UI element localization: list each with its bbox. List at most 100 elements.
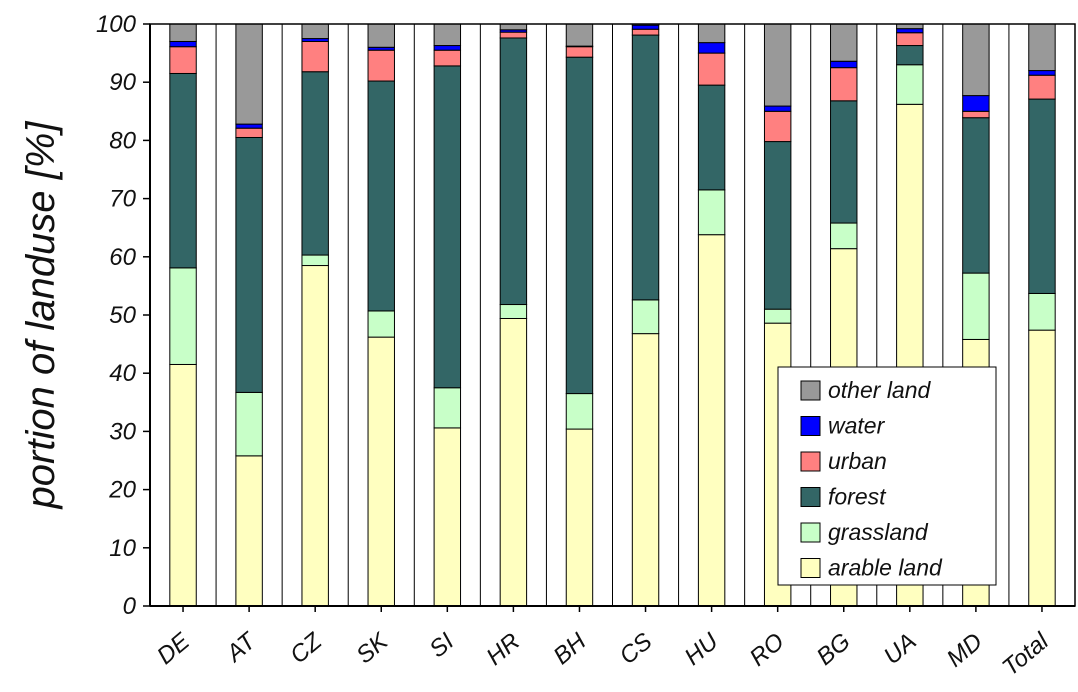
bar-segment-other-land-ro [763, 23, 792, 107]
bar-segment-water-total [1028, 70, 1056, 76]
x-tick-label-cs: CS [614, 628, 657, 670]
bar-segment-forest-sk [367, 80, 395, 312]
bar-segment-water-ro [763, 105, 792, 112]
bar-segment-other-land-bh [565, 23, 594, 47]
bar-segment-grassland-bg [830, 222, 858, 250]
bar-segment-forest-cz [301, 71, 329, 256]
legend-label-grassland: grassland [828, 519, 929, 545]
y-tick-label: 40 [109, 360, 136, 387]
bar-segment-water-hu [697, 42, 726, 54]
bar-segment-other-land-si [433, 23, 462, 47]
bar-segment-forest-si [433, 65, 462, 389]
legend-swatch-other-land [800, 380, 821, 401]
x-tick-labels: DE AT CZ SK SI HR BH CS HU RO BG UA MD Total [152, 606, 1054, 681]
x-tick-label-bh: BH [548, 627, 591, 670]
bar-segment-urban-hr [499, 31, 528, 39]
y-axis-label: portion of landuse [%] [19, 121, 63, 510]
bar-segment-urban-sk [367, 49, 395, 82]
legend-swatch-forest [800, 487, 821, 507]
bar-segment-grassland-ro [763, 308, 792, 324]
x-tick-label-bg: BG [812, 628, 856, 671]
bar-segment-urban-bh [565, 46, 594, 58]
legend-swatch-grassland [800, 522, 821, 543]
bar-segment-other-land-total [1028, 23, 1056, 72]
bar-segment-grassland-cz [301, 254, 329, 267]
y-tick-label: 20 [108, 477, 136, 504]
bar-segment-forest-bg [830, 100, 858, 224]
bar-segment-other-land-bg [830, 23, 858, 62]
bar-segment-water-cs [631, 24, 660, 30]
bar-segment-urban-ua [896, 32, 924, 47]
bar-segment-water-bg [830, 60, 858, 69]
y-tick-label: 50 [109, 302, 136, 329]
x-tick-label-ua: UA [879, 628, 922, 670]
legend-box [777, 366, 997, 586]
bar-segment-urban-md [962, 110, 990, 119]
bar-segment-grassland-sk [367, 310, 395, 338]
bar-segment-forest-de [169, 72, 197, 269]
bar-segment-other-land-hr [499, 23, 528, 31]
bar-segment-arable-land-total [1028, 329, 1056, 607]
bars [169, 23, 1056, 607]
bar-segment-forest-ro [763, 141, 792, 310]
y-tick-label: 90 [109, 69, 136, 96]
bar-segment-grassland-hr [499, 304, 528, 319]
y-tick-label: 30 [109, 418, 136, 445]
bar-segment-grassland-at [235, 391, 263, 457]
bar-segment-urban-si [433, 49, 462, 67]
bar-segment-grassland-md [962, 272, 990, 340]
legend-swatch-urban [800, 451, 821, 472]
y-tick-label: 60 [109, 244, 136, 271]
y-tick-label: 70 [109, 186, 136, 213]
bar-segment-forest-at [235, 136, 263, 393]
bar-segment-water-at [235, 123, 263, 129]
bar-segment-other-land-md [962, 23, 990, 97]
bar-segment-grassland-total [1028, 292, 1056, 331]
bar-segment-other-land-at [235, 23, 263, 125]
bar-segment-arable-land-sk [367, 336, 395, 607]
bar-segment-grassland-cs [631, 299, 660, 335]
bar-segment-arable-land-bh [565, 428, 594, 607]
bar-segment-forest-total [1028, 98, 1056, 294]
bar-segment-forest-bh [565, 56, 594, 395]
bar-segment-grassland-de [169, 267, 197, 365]
bar-segment-urban-cs [631, 28, 660, 36]
bar-segment-water-de [169, 40, 197, 48]
x-tick-label-hu: HU [680, 627, 724, 670]
x-tick-label-total: Total [997, 627, 1054, 681]
bar-segment-grassland-bh [565, 393, 594, 430]
bar-segment-other-land-cz [301, 23, 329, 40]
y-tick-labels: 0 10 20 30 40 50 60 70 80 90 100 [96, 11, 150, 620]
bar-segment-urban-total [1028, 74, 1056, 100]
bar-segment-forest-hu [697, 84, 726, 191]
y-tick-label: 0 [123, 593, 137, 620]
bar-segment-forest-ua [896, 45, 924, 66]
x-tick-label-si: SI [424, 628, 459, 663]
legend-label-urban: urban [828, 448, 887, 474]
bar-segment-arable-land-cz [301, 265, 329, 607]
bar-segment-arable-land-hu [697, 234, 726, 607]
x-tick-label-cz: CZ [285, 627, 328, 669]
bar-segment-arable-land-si [433, 427, 462, 607]
bar-segment-arable-land-de [169, 363, 197, 607]
bar-segment-other-land-de [169, 23, 197, 42]
bar-segment-water-si [433, 45, 462, 51]
x-tick-label-de: DE [152, 627, 196, 670]
legend-swatch-water [800, 416, 821, 436]
legend-label-other-land: other land [828, 377, 932, 403]
bar-segment-forest-md [962, 117, 990, 274]
bar-segment-arable-land-cs [631, 333, 660, 607]
bar-segment-grassland-ua [896, 64, 924, 105]
legend: other land water urban forest grassland arabl… [777, 366, 997, 586]
x-tick-label-hr: HR [481, 628, 525, 671]
x-tick-label-ro: RO [745, 628, 790, 672]
bar-segment-other-land-hu [697, 23, 726, 44]
bar-segment-arable-land-at [235, 455, 263, 607]
bar-segment-urban-de [169, 46, 197, 74]
bar-segment-arable-land-hr [499, 317, 528, 607]
bar-segment-urban-bg [830, 67, 858, 102]
legend-label-arable-land: arable land [828, 555, 943, 581]
legend-label-forest: forest [828, 484, 887, 510]
bar-segment-water-ua [896, 28, 924, 34]
